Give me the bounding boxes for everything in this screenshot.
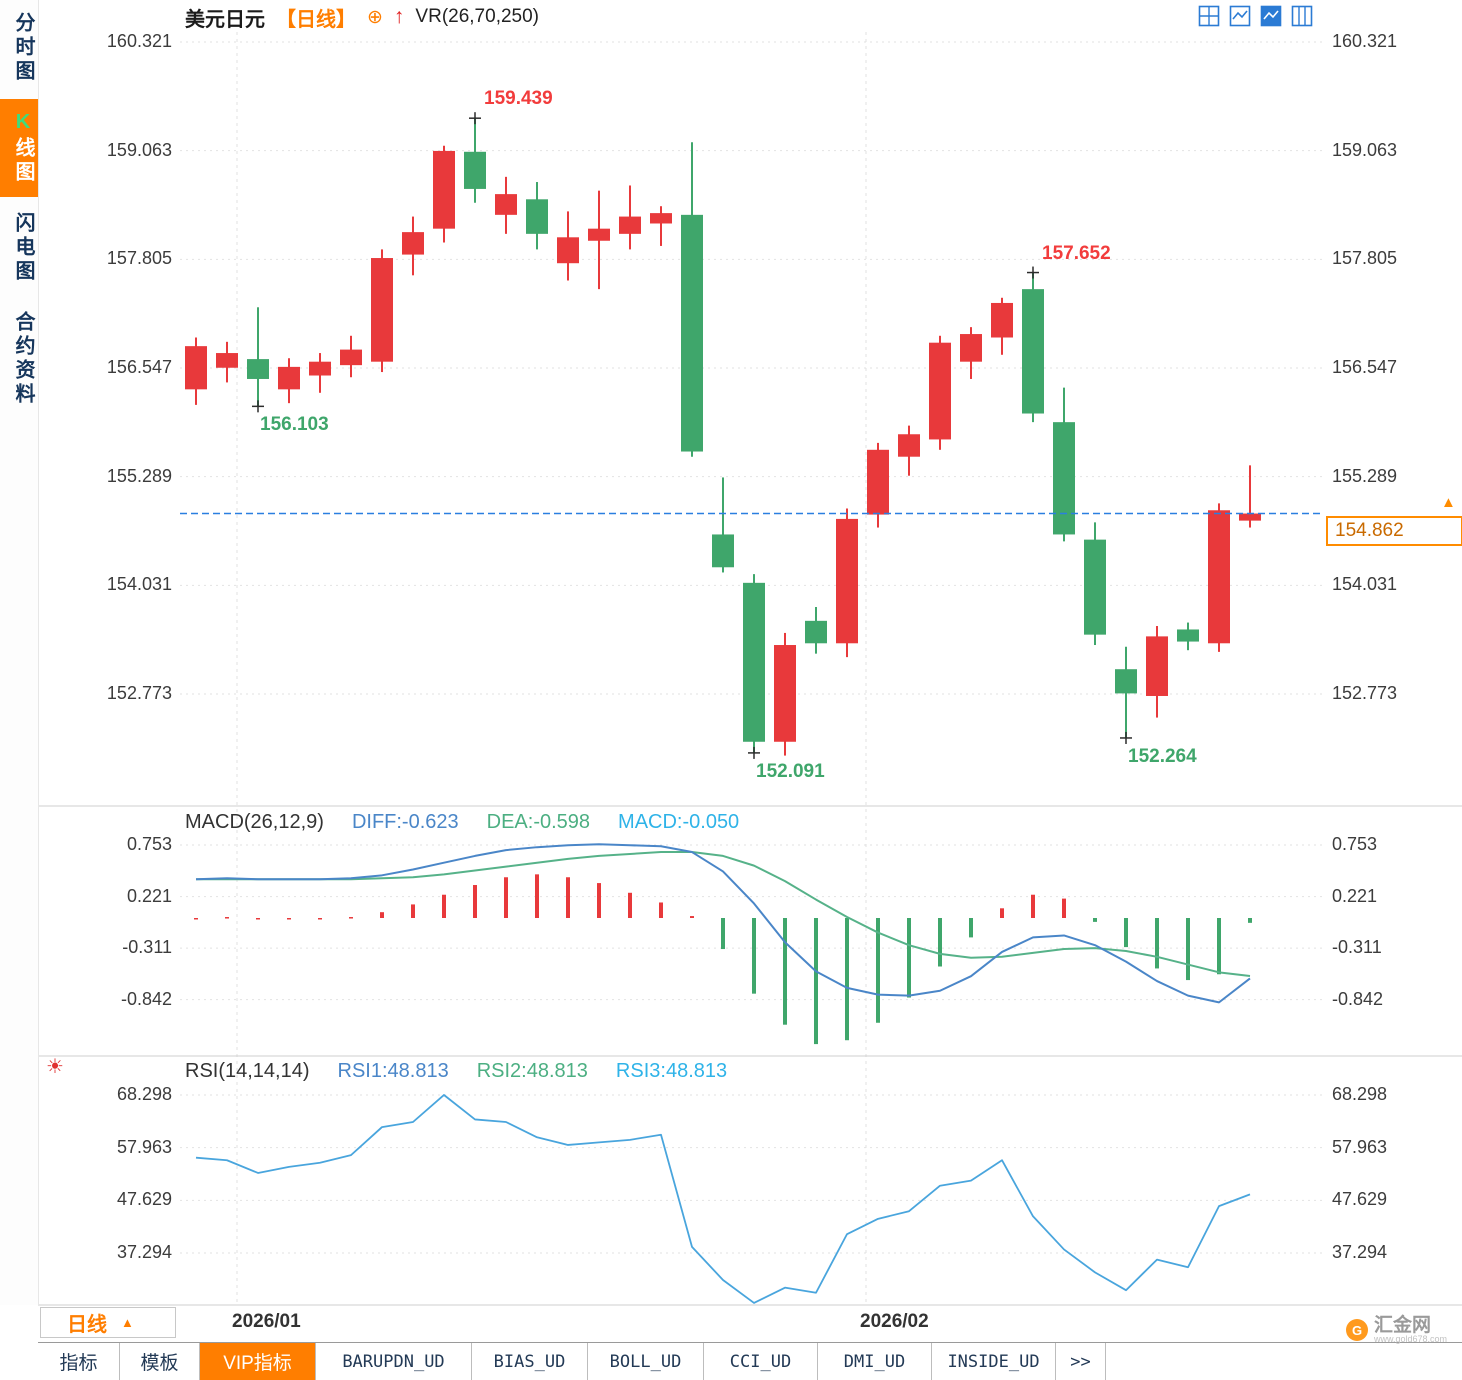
sidebar-tab-contract-info[interactable]: 合约资料 (12, 311, 34, 407)
y-axis-label: 159.063 (106, 139, 172, 160)
y-axis-label: 37.294 (116, 1242, 172, 1263)
sidebar: 分时图 K线图 闪电图 合约资料 (0, 0, 39, 1305)
tab-inside-ud[interactable]: INSIDE_UD (932, 1343, 1056, 1380)
y-axis-label: -0.311 (1332, 937, 1382, 958)
watermark: G 汇金网 www.gold678.com (1346, 1316, 1447, 1344)
y-axis-label: 0.221 (126, 885, 172, 906)
period-selector[interactable]: 日线 ▲ (40, 1307, 176, 1338)
period-selector-arrow-icon: ▲ (121, 1315, 134, 1330)
macd-header: MACD(26,12,9) DIFF:-0.623 DEA:-0.598 MAC… (185, 811, 739, 834)
y-axis-label: 68.298 (1332, 1084, 1388, 1104)
sidebar-tab-lightning-chart[interactable]: 闪电图 (12, 212, 34, 284)
y-axis-label: 160.321 (1332, 31, 1398, 51)
y-axis-label: 68.298 (116, 1084, 172, 1104)
signal-up-arrow-icon: ↑ (393, 5, 405, 28)
sidebar-tab-kline-chart[interactable]: K线图 (0, 99, 38, 197)
price-annotation: 159.439 (484, 88, 553, 110)
y-axis-label: 156.547 (106, 356, 172, 377)
rsi3-value: RSI3:48.813 (615, 1060, 728, 1082)
y-axis-label: 152.773 (106, 682, 172, 703)
sidebar-tab-time-chart[interactable]: 分时图 (12, 12, 34, 84)
price-annotation: 152.091 (756, 760, 825, 782)
chart-header: 美元日元 【日线】 ⊕ ↑ VR(26,70,250) (185, 4, 539, 31)
tab-indicators[interactable]: 指标 (38, 1343, 120, 1380)
y-axis-label: -0.842 (1332, 988, 1384, 1009)
add-indicator-icon[interactable]: ⊕ (367, 6, 383, 28)
price-annotation: 156.103 (260, 414, 329, 436)
y-axis-label: 157.805 (106, 248, 172, 269)
layout-grid-icon[interactable] (1198, 5, 1220, 27)
tab-more[interactable]: >> (1056, 1343, 1106, 1380)
y-axis-label: 152.773 (1332, 682, 1398, 703)
x-axis-label-jan: 2026/01 (232, 1311, 301, 1332)
watermark-logo-icon: G (1346, 1319, 1368, 1341)
layout-chart-icon[interactable] (1229, 5, 1251, 27)
macd-dea-value: DEA:-0.598 (486, 811, 591, 833)
tab-barupdn-ud[interactable]: BARUPDN_UD (316, 1343, 472, 1380)
y-axis-label: 0.221 (1332, 885, 1378, 906)
tab-boll-ud[interactable]: BOLL_UD (588, 1343, 704, 1380)
price-annotation: 157.652 (1042, 242, 1111, 264)
macd-diff-value: DIFF:-0.623 (351, 811, 459, 833)
watermark-url: www.gold678.com (1374, 1334, 1448, 1344)
tab-vip-indicators[interactable]: VIP指标 (200, 1343, 316, 1380)
y-axis-label: 47.629 (116, 1189, 172, 1210)
y-axis-label: 0.753 (126, 833, 172, 854)
x-axis-label-feb: 2026/02 (860, 1311, 929, 1332)
y-axis-label: 157.805 (1332, 248, 1398, 269)
period-selector-label: 日线 (67, 1314, 107, 1336)
layout-columns-icon[interactable] (1291, 5, 1313, 27)
macd-macd-value: MACD:-0.050 (618, 811, 740, 833)
watermark-name: 汇金网 (1374, 1315, 1432, 1336)
y-axis-label: 0.753 (1332, 833, 1378, 854)
symbol-name: 美元日元 (185, 8, 265, 31)
rsi1-value: RSI1:48.813 (337, 1060, 449, 1082)
y-axis-label: 154.031 (1332, 574, 1398, 595)
y-axis-label: 155.289 (1332, 465, 1398, 486)
rsi-title: RSI(14,14,14) (185, 1060, 310, 1082)
y-axis-label: 47.629 (1332, 1189, 1388, 1210)
y-axis-label: 156.547 (1332, 356, 1398, 377)
tab-cci-ud[interactable]: CCI_UD (704, 1343, 818, 1380)
y-axis-label: -0.311 (122, 937, 172, 958)
rsi-header: RSI(14,14,14) RSI1:48.813 RSI2:48.813 RS… (185, 1060, 727, 1083)
y-axis-label: -0.842 (120, 988, 172, 1009)
y-axis-label: 155.289 (106, 465, 172, 486)
current-price-tag: 154.862 (1326, 516, 1462, 546)
y-axis-label: 159.063 (1332, 139, 1398, 160)
rsi2-value: RSI2:48.813 (476, 1060, 588, 1082)
layout-chart-filled-icon[interactable] (1260, 5, 1282, 27)
y-axis-label: 37.294 (1332, 1242, 1388, 1263)
y-axis-label: 57.963 (116, 1136, 172, 1157)
price-annotation: 152.264 (1128, 745, 1197, 767)
indicator-settings-icon[interactable]: ☀ (46, 1056, 64, 1078)
y-axis-label: 154.031 (106, 574, 172, 595)
price-up-arrow-icon: ▲ (1441, 494, 1456, 511)
tab-templates[interactable]: 模板 (120, 1343, 200, 1380)
bottom-tabbar: 指标 模板 VIP指标 BARUPDN_UD BIAS_UD BOLL_UD C… (38, 1342, 1462, 1380)
y-axis-label: 160.321 (106, 31, 172, 51)
y-axis-label: 57.963 (1332, 1136, 1388, 1157)
macd-title: MACD(26,12,9) (185, 811, 324, 833)
tab-dmi-ud[interactable]: DMI_UD (818, 1343, 932, 1380)
tab-bias-ud[interactable]: BIAS_UD (472, 1343, 588, 1380)
period-label: 【日线】 (276, 8, 356, 31)
vr-indicator-label: VR(26,70,250) (415, 6, 539, 27)
layout-icon-group (1198, 5, 1313, 27)
